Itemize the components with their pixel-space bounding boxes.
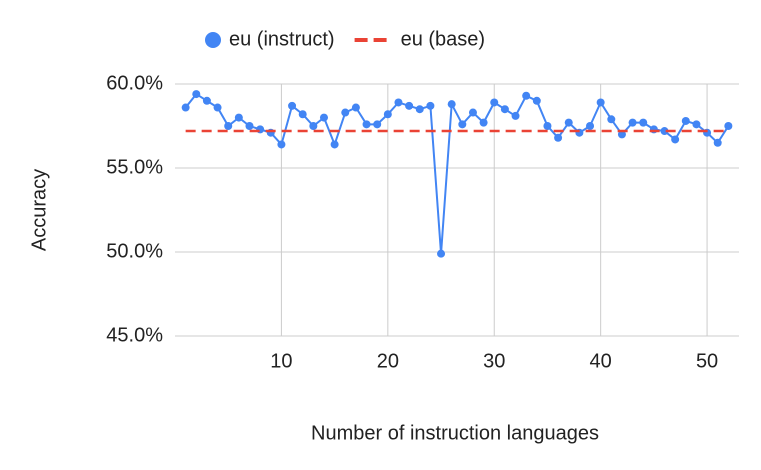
- data-point: [468, 108, 477, 117]
- data-point: [660, 127, 669, 136]
- data-point: [309, 122, 318, 130]
- data-point: [362, 120, 371, 129]
- data-point: [288, 101, 297, 110]
- y-axis-title: Accuracy: [28, 169, 50, 251]
- data-point: [724, 122, 733, 130]
- data-point: [490, 98, 499, 107]
- data-point: [532, 96, 541, 105]
- data-point: [341, 108, 350, 117]
- y-tick-label: 55.0%: [106, 156, 163, 178]
- data-point: [330, 140, 339, 149]
- series-line: [184, 92, 730, 254]
- y-tick-label: 50.0%: [106, 240, 163, 262]
- data-point: [692, 120, 701, 129]
- data-point: [713, 138, 722, 147]
- data-point: [511, 111, 520, 120]
- data-point: [202, 96, 211, 105]
- data-point: [181, 103, 190, 112]
- data-point: [596, 98, 605, 107]
- y-tick-label: 60.0%: [106, 72, 163, 94]
- legend-marker: [205, 32, 221, 48]
- data-point: [564, 118, 573, 127]
- data-point: [447, 100, 456, 109]
- data-point: [277, 140, 286, 149]
- data-point: [383, 110, 392, 119]
- data-point: [298, 110, 307, 119]
- data-point: [437, 249, 446, 258]
- data-point: [192, 90, 201, 99]
- data-point: [607, 115, 616, 124]
- data-point: [554, 133, 563, 142]
- x-tick-label: 40: [590, 350, 612, 372]
- data-point: [586, 122, 595, 130]
- data-point: [681, 116, 690, 125]
- data-point: [628, 118, 637, 127]
- x-tick-label: 50: [696, 350, 718, 372]
- data-point: [234, 113, 243, 122]
- data-point: [639, 118, 648, 127]
- data-point: [500, 105, 509, 114]
- data-point: [373, 120, 382, 129]
- data-point: [671, 135, 680, 144]
- data-point: [522, 91, 531, 100]
- data-point: [479, 118, 488, 127]
- data-point: [458, 120, 467, 129]
- data-point: [405, 101, 414, 110]
- legend-label: eu (instruct): [229, 28, 335, 50]
- x-axis-title: Number of instruction languages: [311, 422, 599, 444]
- data-point: [224, 122, 233, 130]
- data-point: [319, 113, 328, 122]
- data-point: [351, 103, 360, 112]
- x-tick-label: 30: [483, 350, 505, 372]
- legend-label: eu (base): [401, 28, 486, 50]
- y-tick-label: 45.0%: [106, 324, 163, 346]
- x-tick-label: 20: [377, 350, 399, 372]
- data-point: [245, 122, 254, 130]
- data-point: [415, 105, 424, 114]
- data-point: [543, 122, 552, 130]
- data-point: [394, 98, 403, 107]
- data-point: [426, 101, 435, 110]
- data-point: [213, 103, 222, 112]
- x-tick-label: 10: [270, 350, 292, 372]
- data-point: [617, 130, 626, 139]
